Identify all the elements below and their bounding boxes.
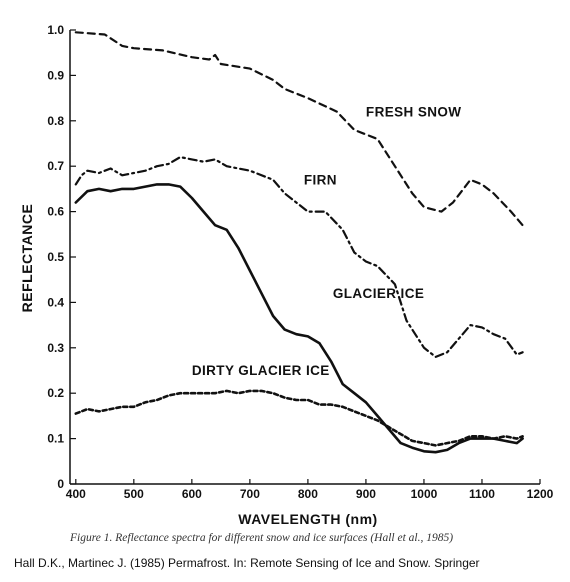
- y-tick-label: 0.6: [47, 205, 64, 219]
- x-tick-label: 1100: [469, 487, 495, 501]
- series-line-fresh-snow: [74, 31, 524, 227]
- y-axis-title: REFLECTANCE: [19, 204, 35, 313]
- y-axis-ticks: 0 0.1 0.2 0.3 0.4 0.5 0.6 0.7 0.8 0.9 1.0: [47, 23, 76, 491]
- y-tick-label: 0.7: [47, 159, 64, 173]
- chart-axes: [69, 30, 540, 485]
- x-tick-label: 800: [298, 487, 318, 501]
- y-tick-label: 0.4: [47, 295, 64, 309]
- y-tick-label: 1.0: [47, 23, 64, 37]
- x-tick-label: 500: [124, 487, 144, 501]
- series-line-glacier-ice: [74, 183, 524, 454]
- series-label-firn: FIRN: [304, 172, 337, 187]
- x-tick-label: 1000: [411, 487, 438, 501]
- x-tick-label: 600: [182, 487, 202, 501]
- series-label-dirty-glacier-ice: DIRTY GLACIER ICE: [192, 363, 330, 378]
- x-tick-label: 700: [240, 487, 260, 501]
- x-tick-label: 900: [356, 487, 376, 501]
- y-tick-label: 0.3: [47, 341, 64, 355]
- series-labels: FRESH SNOW FIRN GLACIER ICE DIRTY GLACIER I…: [192, 104, 462, 378]
- y-tick-label: 0.8: [47, 114, 64, 128]
- series-label-fresh-snow: FRESH SNOW: [366, 104, 462, 119]
- x-axis-title: WAVELENGTH (nm): [238, 511, 377, 527]
- series-line-firn: [74, 156, 524, 358]
- y-tick-label: 0.2: [47, 386, 64, 400]
- y-tick-label: 0.5: [47, 250, 64, 264]
- y-tick-label: 0.1: [47, 432, 64, 446]
- series-line-dirty-glacier-ice: [74, 389, 524, 447]
- x-tick-label: 400: [66, 487, 86, 501]
- x-tick-label: 1200: [527, 487, 554, 501]
- figure-caption: Figure 1. Reflectance spectra for differ…: [70, 532, 454, 544]
- y-tick-label: 0: [57, 477, 64, 491]
- x-axis-ticks: 400 500 600 700 800 900 1000 1100 1200: [66, 479, 554, 501]
- y-tick-label: 0.9: [47, 68, 64, 82]
- source-citation: Hall D.K., Martinec J. (1985) Permafrost…: [14, 556, 480, 570]
- series-lines: [74, 31, 524, 454]
- series-label-glacier-ice: GLACIER ICE: [333, 286, 424, 301]
